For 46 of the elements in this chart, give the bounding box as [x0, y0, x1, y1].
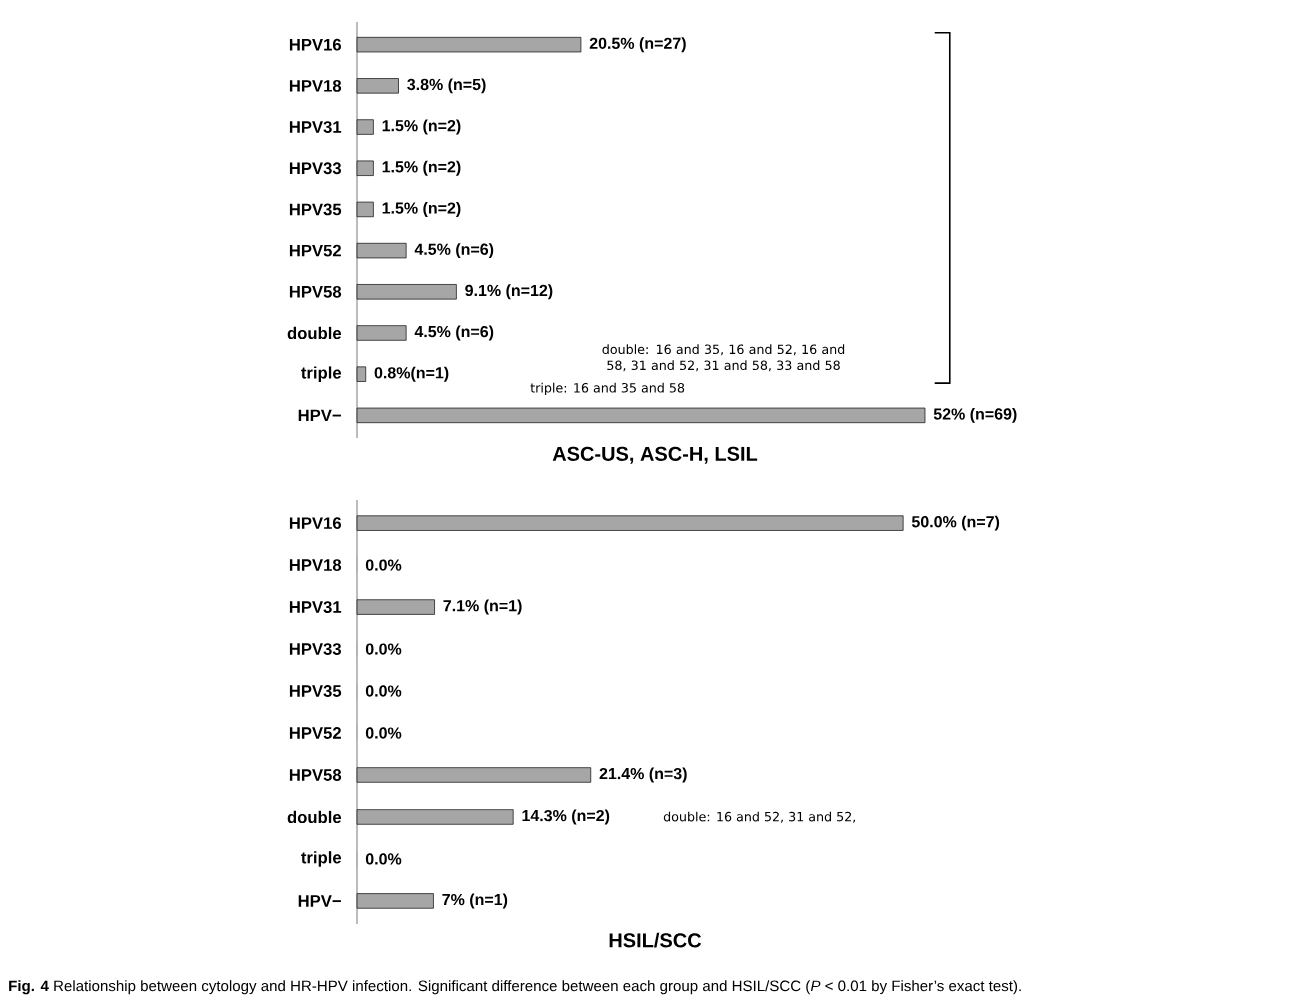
data-label: 4.5% (n=6): [414, 325, 494, 341]
annotation: double: 16 and 35, 16 and 52, 16 and 58, 31 and 52, 31 and 58, 33 and 58: [602, 344, 845, 372]
y-tick-label: triple: [301, 851, 342, 867]
data-label: 50.0% (n=7): [911, 515, 1000, 531]
data-label: 21.4% (n=3): [599, 767, 687, 783]
y-tick-label: HPV58: [289, 769, 342, 781]
y-tick-label: HPV16: [289, 38, 342, 51]
y-tick-label: double: [287, 810, 342, 824]
y-tick-label: HPV18: [289, 559, 342, 571]
y-tick-label: HPV35: [289, 685, 342, 697]
data-label: 0.0%: [365, 643, 402, 655]
data-label: 4.5% (n=6): [414, 243, 494, 259]
y-tick-label: HPV33: [289, 162, 342, 175]
y-tick-label: double: [287, 326, 342, 340]
data-label: 52% (n=69): [933, 407, 1017, 423]
text: ASC-US, ASC-H, LSIL: [552, 446, 758, 464]
annotation: triple: 16 and 35 and 58: [530, 382, 685, 396]
data-label: 1.5% (n=2): [382, 160, 461, 176]
annotation: double: 16 and 52, 31 and 52,: [663, 811, 856, 823]
y-tick-label: HPV18: [289, 79, 342, 92]
y-tick-label: HPV52: [289, 244, 341, 257]
data-label: 0.0%: [365, 727, 402, 739]
data-label: 7% (n=1): [442, 893, 508, 909]
data-label: 0.0%: [365, 685, 402, 697]
data-label: 9.1% (n=12): [465, 284, 553, 300]
y-tick-label: HPV35: [289, 203, 342, 216]
y-tick-label: HPV−: [298, 895, 341, 907]
y-tick-label: HPV58: [289, 285, 342, 298]
y-tick-label: HPV16: [289, 517, 342, 530]
data-label: 0.8%(n=1): [374, 366, 449, 382]
y-tick-label: HPV52: [289, 727, 341, 739]
text: HSIL/SCC: [609, 932, 702, 948]
y-tick-label: HPV31: [289, 121, 342, 133]
data-label: 1.5% (n=2): [382, 119, 461, 135]
data-label: 1.5% (n=2): [382, 201, 461, 217]
y-tick-label: triple: [301, 366, 342, 382]
data-label: 7.1% (n=1): [443, 599, 522, 615]
data-label: 20.5% (n=27): [589, 37, 686, 53]
y-tick-label: HPV−: [298, 409, 341, 422]
data-label: 0.0%: [365, 853, 402, 865]
y-tick-label: HPV33: [289, 643, 342, 655]
y-tick-label: HPV31: [289, 601, 342, 613]
data-label: 14.3% (n=2): [522, 809, 610, 825]
text: Fig. 4 Relationship between cytology and HR-HPV infection. Significant difference between each group and HSIL/SCC (P < 0.01 by Fisher’s exact test).: [9, 980, 1021, 995]
data-label: 3.8% (n=5): [407, 78, 486, 94]
data-label: 0.0%: [365, 559, 402, 571]
